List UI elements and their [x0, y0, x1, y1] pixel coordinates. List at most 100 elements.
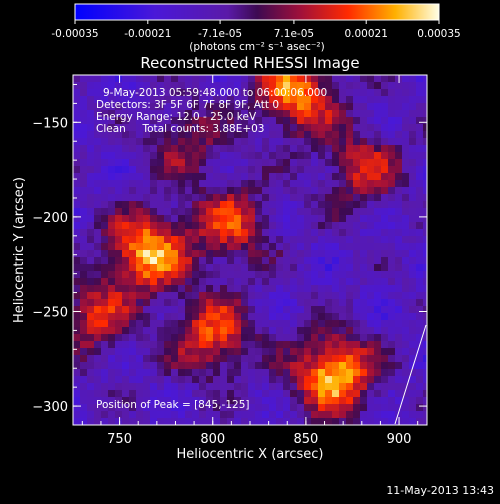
heatmap-pixel: [136, 299, 143, 306]
heatmap-pixel: [423, 313, 427, 320]
heatmap-pixel: [416, 222, 423, 229]
heatmap-pixel: [80, 306, 87, 313]
heatmap-pixel: [262, 411, 269, 418]
heatmap-pixel: [87, 250, 94, 257]
heatmap-pixel: [213, 327, 220, 334]
heatmap-pixel: [129, 369, 136, 376]
heatmap-pixel: [290, 369, 297, 376]
heatmap-pixel: [409, 96, 416, 103]
heatmap-pixel: [87, 285, 94, 292]
heatmap-pixel: [423, 180, 427, 187]
heatmap-pixel: [304, 341, 311, 348]
heatmap-pixel: [185, 194, 192, 201]
heatmap-pixel: [143, 173, 150, 180]
heatmap-pixel: [171, 285, 178, 292]
heatmap-pixel: [115, 411, 122, 418]
heatmap-pixel: [87, 152, 94, 159]
heatmap-pixel: [164, 208, 171, 215]
heatmap-pixel: [360, 348, 367, 355]
heatmap-pixel: [234, 390, 241, 397]
heatmap-pixel: [150, 75, 157, 82]
heatmap-pixel: [136, 292, 143, 299]
heatmap-pixel: [339, 278, 346, 285]
heatmap-pixel: [206, 75, 213, 82]
heatmap-pixel: [108, 348, 115, 355]
heatmap-pixel: [388, 89, 395, 96]
heatmap-pixel: [164, 229, 171, 236]
heatmap-pixel: [220, 271, 227, 278]
heatmap-pixel: [276, 271, 283, 278]
heatmap-pixel: [108, 285, 115, 292]
heatmap-pixel: [283, 166, 290, 173]
heatmap-pixel: [290, 257, 297, 264]
heatmap-pixel: [290, 117, 297, 124]
heatmap-pixel: [220, 173, 227, 180]
heatmap-pixel: [339, 215, 346, 222]
heatmap-pixel: [150, 348, 157, 355]
heatmap-pixel: [332, 243, 339, 250]
heatmap-pixel: [108, 215, 115, 222]
heatmap-pixel: [409, 341, 416, 348]
heatmap-pixel: [80, 341, 87, 348]
heatmap-pixel: [80, 82, 87, 89]
heatmap-pixel: [185, 187, 192, 194]
heatmap-pixel: [178, 180, 185, 187]
heatmap-pixel: [80, 285, 87, 292]
heatmap-pixel: [115, 369, 122, 376]
heatmap-pixel: [108, 341, 115, 348]
heatmap-pixel: [115, 96, 122, 103]
heatmap-pixel: [178, 369, 185, 376]
heatmap-pixel: [423, 299, 427, 306]
heatmap-pixel: [381, 327, 388, 334]
heatmap-pixel: [374, 271, 381, 278]
heatmap-pixel: [374, 89, 381, 96]
heatmap-pixel: [290, 376, 297, 383]
heatmap-pixel: [304, 299, 311, 306]
heatmap-pixel: [255, 264, 262, 271]
heatmap-pixel: [255, 208, 262, 215]
heatmap-pixel: [143, 222, 150, 229]
heatmap-pixel: [234, 222, 241, 229]
heatmap-pixel: [262, 173, 269, 180]
heatmap-pixel: [339, 131, 346, 138]
heatmap-pixel: [143, 229, 150, 236]
heatmap-pixel: [346, 271, 353, 278]
heatmap-pixel: [332, 131, 339, 138]
heatmap-pixel: [304, 355, 311, 362]
heatmap-pixel: [332, 341, 339, 348]
heatmap-pixel: [234, 404, 241, 411]
heatmap-pixel: [171, 313, 178, 320]
heatmap-pixel: [178, 131, 185, 138]
heatmap-pixel: [73, 306, 80, 313]
heatmap-pixel: [346, 397, 353, 404]
heatmap-pixel: [129, 152, 136, 159]
heatmap-pixel: [276, 418, 283, 425]
heatmap-pixel: [234, 89, 241, 96]
heatmap-pixel: [416, 145, 423, 152]
heatmap-pixel: [101, 411, 108, 418]
heatmap-pixel: [87, 383, 94, 390]
heatmap-pixel: [101, 131, 108, 138]
heatmap-pixel: [367, 173, 374, 180]
heatmap-pixel: [94, 236, 101, 243]
heatmap-pixel: [381, 145, 388, 152]
heatmap-pixel: [311, 320, 318, 327]
heatmap-pixel: [290, 145, 297, 152]
heatmap-pixel: [283, 383, 290, 390]
heatmap-pixel: [304, 124, 311, 131]
heatmap-pixel: [423, 173, 427, 180]
heatmap-pixel: [353, 208, 360, 215]
heatmap-pixel: [73, 201, 80, 208]
heatmap-pixel: [241, 82, 248, 89]
heatmap-pixel: [94, 173, 101, 180]
heatmap-pixel: [199, 180, 206, 187]
heatmap-pixel: [227, 145, 234, 152]
heatmap-pixel: [423, 229, 427, 236]
heatmap-pixel: [262, 82, 269, 89]
heatmap-pixel: [367, 124, 374, 131]
heatmap-pixel: [164, 362, 171, 369]
heatmap-pixel: [255, 243, 262, 250]
heatmap-pixel: [255, 250, 262, 257]
heatmap-pixel: [164, 138, 171, 145]
heatmap-pixel: [374, 145, 381, 152]
